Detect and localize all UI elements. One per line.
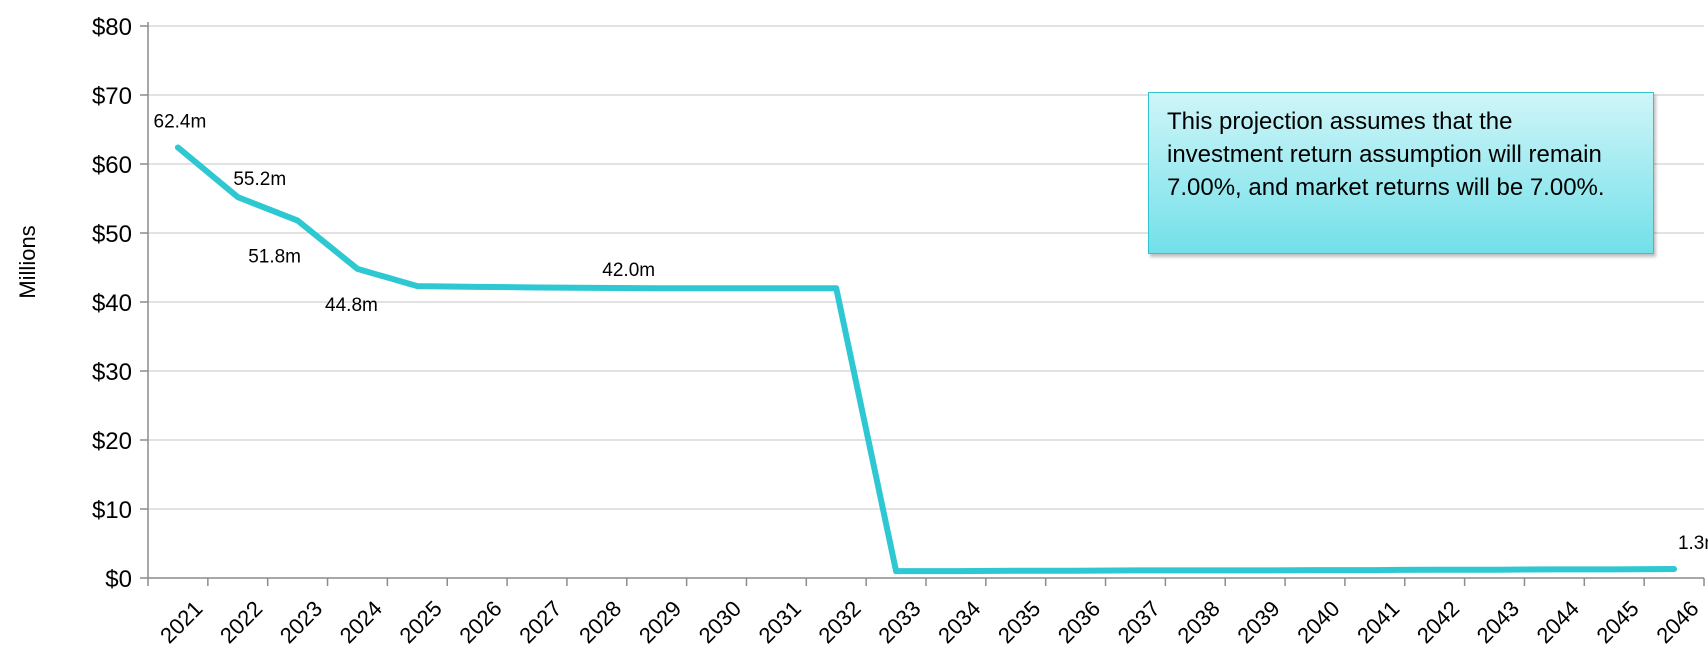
x-tick-label: 2042	[1412, 596, 1464, 648]
x-tick-label: 2030	[694, 596, 746, 648]
y-tick-label: $50	[92, 221, 132, 248]
series-line	[174, 144, 1678, 575]
y-axis-label: Millions	[15, 225, 40, 298]
series-polyline	[174, 144, 1678, 575]
projection-note: This projection assumes that the investm…	[1148, 92, 1654, 254]
y-tick-label: $60	[92, 152, 132, 179]
x-tick-label: 2040	[1292, 596, 1344, 648]
y-tick-label: $30	[92, 359, 132, 386]
y-tick-label: $10	[92, 497, 132, 524]
x-tick-label: 2024	[335, 596, 387, 648]
x-tick-label: 2039	[1232, 596, 1284, 648]
x-tick-label: 2031	[754, 596, 806, 648]
data-label: 44.8m	[325, 295, 378, 316]
x-tick-label: 2032	[813, 596, 865, 648]
x-tick-label: 2022	[215, 596, 267, 648]
data-label: 1.3m	[1678, 533, 1708, 554]
x-tick-label: 2035	[993, 596, 1045, 648]
x-tick-label: 2043	[1472, 596, 1524, 648]
x-tick-label: 2034	[933, 596, 985, 648]
x-tick-label: 2037	[1113, 596, 1165, 648]
y-tick-label: $0	[105, 566, 132, 593]
x-tick-label: 2036	[1053, 596, 1105, 648]
y-tick-label: $80	[92, 14, 132, 41]
x-tick-label: 2023	[275, 596, 327, 648]
x-tick-label: 2026	[454, 596, 506, 648]
x-tick-label: 2028	[574, 596, 626, 648]
data-labels: 62.4m 55.2m 51.8m 44.8m 42.0m 1.3m	[154, 111, 1708, 554]
x-tick-label: 2041	[1352, 596, 1404, 648]
data-label: 42.0m	[602, 260, 655, 281]
x-tick-label: 2025	[395, 596, 447, 648]
x-tick-label: 2044	[1532, 596, 1584, 648]
gridlines	[148, 25, 1704, 510]
y-tick-label: $40	[92, 290, 132, 317]
x-tick-label: 2038	[1173, 596, 1225, 648]
x-tick-label: 2046	[1651, 596, 1703, 648]
y-tick-label: $70	[92, 83, 132, 110]
data-label: 55.2m	[233, 169, 286, 190]
x-axis-tick-labels: 2021 2022 2023 2024 2025 2026 2027 2028 2029 2030…	[155, 596, 1703, 648]
x-tick-label: 2033	[873, 596, 925, 648]
x-tick-label: 2029	[634, 596, 686, 648]
data-label: 51.8m	[248, 247, 301, 268]
data-label: 62.4m	[154, 111, 207, 132]
x-tick-label: 2027	[514, 596, 566, 648]
x-tick-label: 2021	[155, 596, 207, 648]
y-tick-label: $20	[92, 428, 132, 455]
y-axis-tick-labels: $0 $10 $20 $30 $40 $50 $60 $70 $80	[92, 14, 132, 593]
axes	[140, 22, 1705, 586]
x-tick-label: 2045	[1591, 596, 1643, 648]
